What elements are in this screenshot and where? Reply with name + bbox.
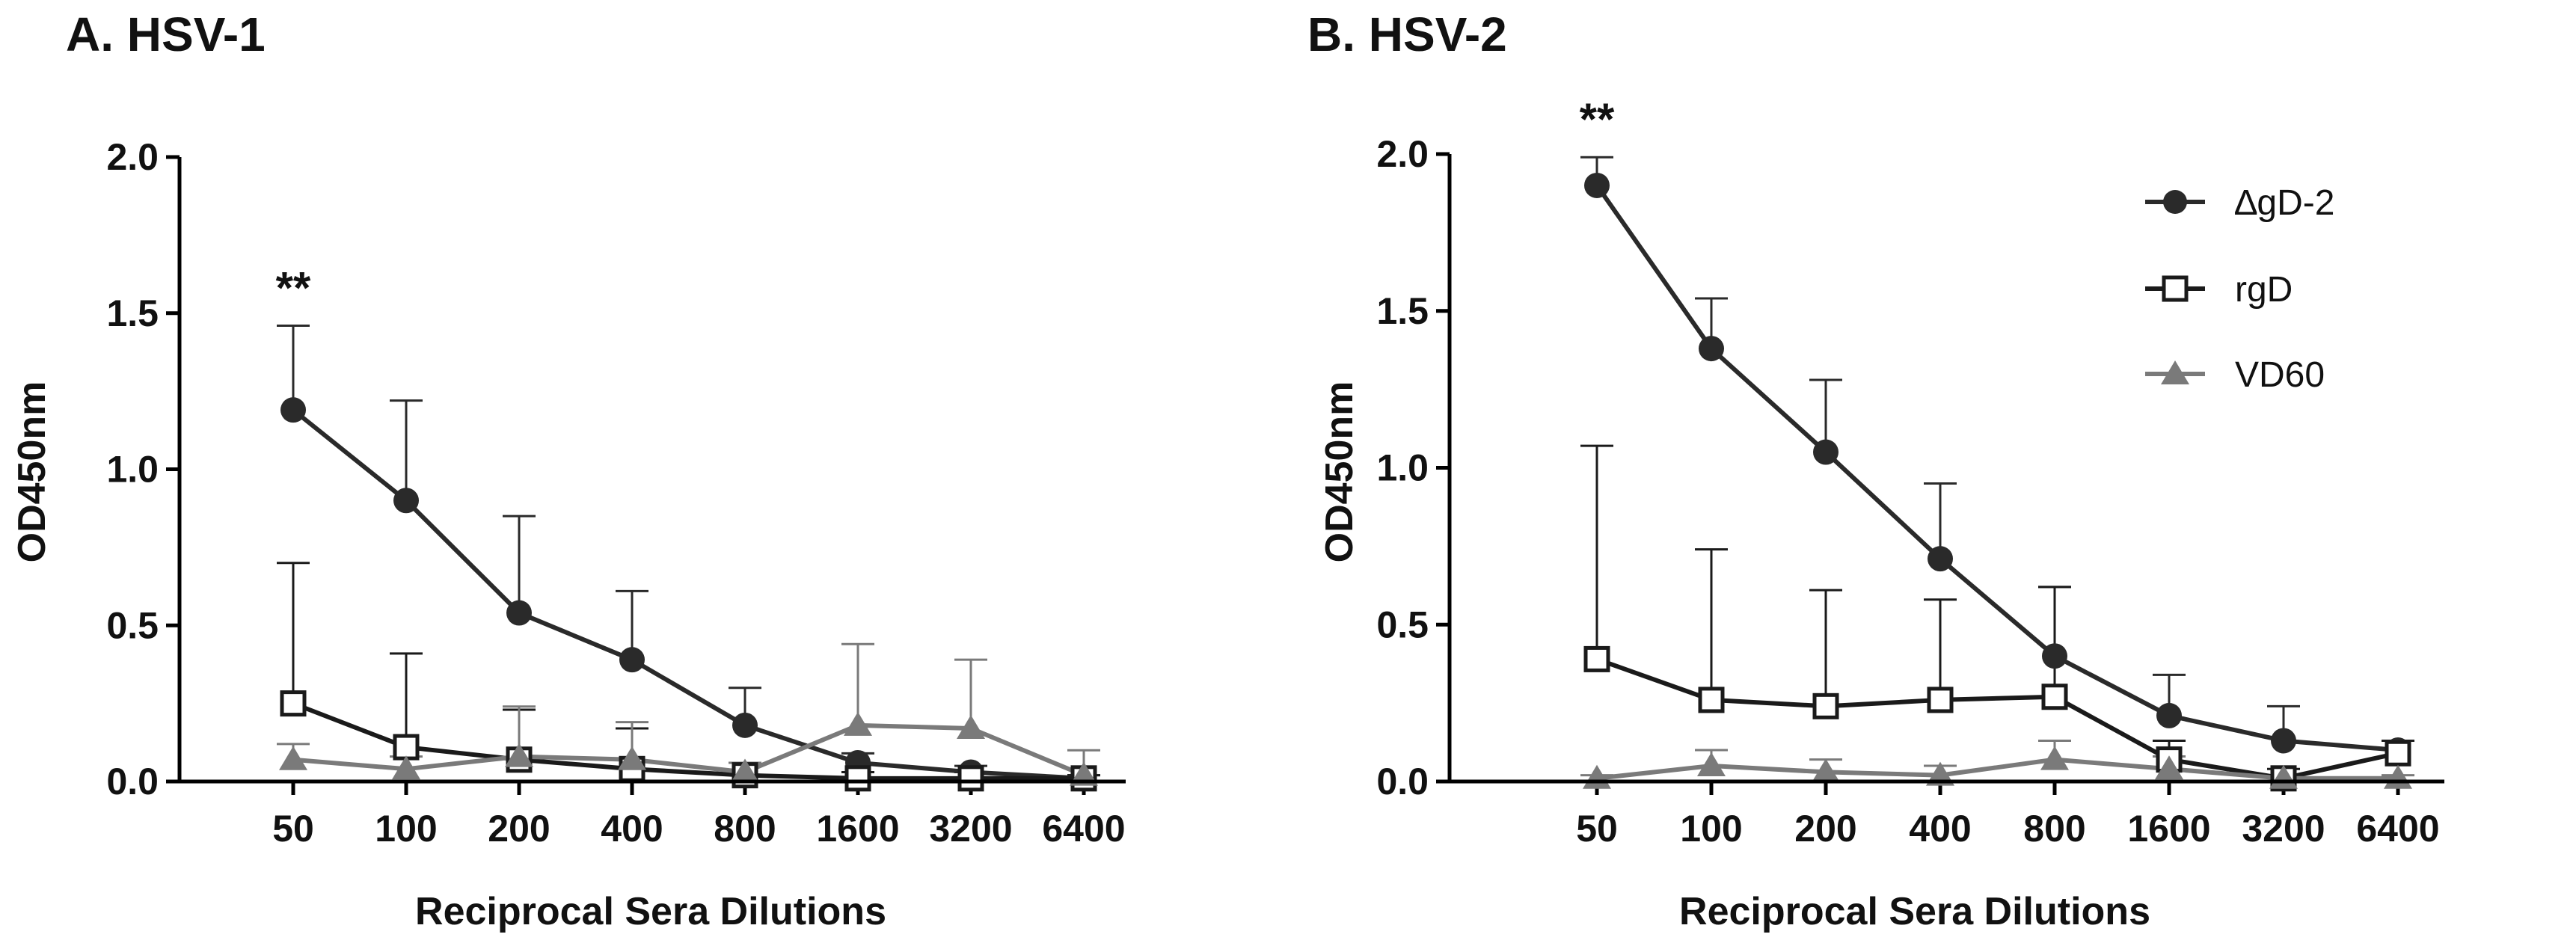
panel-b-significance: ** xyxy=(1580,94,1615,144)
panel-b-point-dgd2 xyxy=(2271,728,2296,754)
panel-b-xtick-label: 6400 xyxy=(2356,808,2439,850)
panel-b-point-rgd xyxy=(1927,687,1954,713)
panel-a-xtick-label: 1600 xyxy=(816,808,899,850)
panel-b-point-dgd2 xyxy=(2042,643,2067,669)
panel-a-point-vd60 xyxy=(957,715,985,740)
panel-b-ytick-label: 0.5 xyxy=(1376,604,1429,645)
panel-a-point-dgd2 xyxy=(280,397,306,423)
panel-a-ytick-label: 2.0 xyxy=(106,136,159,178)
panel-b-point-vd60 xyxy=(2040,746,2069,770)
panel-a-point-rgd xyxy=(280,690,307,717)
panel-a-point-dgd2 xyxy=(732,712,758,738)
panel-a-line-rgd xyxy=(292,701,1084,781)
panel-a-point-dgd2 xyxy=(506,600,532,626)
panel-a-point-vd60 xyxy=(731,758,759,783)
panel-a-xtick-label: 800 xyxy=(714,808,776,850)
panel-b-point-rgd xyxy=(1583,645,1610,672)
panel-a-xtick-label: 6400 xyxy=(1042,808,1125,850)
panel-a-xtick-label: 200 xyxy=(488,808,550,850)
panel-a-ytick-label: 1.0 xyxy=(106,449,159,491)
panel-a-point-dgd2 xyxy=(393,488,419,514)
panel-b-point-rgd xyxy=(1698,687,1725,713)
panel-a-xtick-label: 100 xyxy=(375,808,437,850)
legend-item-dgd2: ∆gD-2 xyxy=(2145,183,2334,223)
panel-a-point-vd60 xyxy=(618,746,646,770)
legend-marker-square xyxy=(2162,275,2189,302)
panel-a-point-vd60 xyxy=(844,711,872,736)
panel-b-xlabel: Reciprocal Sera Dilutions xyxy=(1679,890,2150,933)
panel-b-point-vd60 xyxy=(1812,758,1840,783)
panel-b-point-rgd xyxy=(2385,740,2411,767)
panel-a-point-rgd xyxy=(957,765,984,792)
panel-b-xtick-label: 100 xyxy=(1680,808,1742,850)
panel-b-xtick-label: 200 xyxy=(1794,808,1856,850)
panel-b-point-vd60 xyxy=(2155,755,2183,780)
panel-b-xtick-label: 400 xyxy=(1909,808,1971,850)
legend-label-rgd: rgD xyxy=(2235,270,2293,310)
panel-b-ytick-label: 2.0 xyxy=(1376,133,1429,175)
panel-b-point-dgd2 xyxy=(1584,172,1610,198)
panel-b-ytick-label: 1.5 xyxy=(1376,290,1429,332)
panel-a-hsv1: A. HSV-1 OD450nm Reciprocal Sera Dilutio… xyxy=(10,7,1126,933)
panel-b-point-rgd xyxy=(2041,684,2068,710)
panel-a-point-rgd xyxy=(844,765,871,792)
panel-b-point-dgd2 xyxy=(1813,439,1839,465)
panel-b-point-dgd2 xyxy=(1928,546,1953,572)
panel-a-xlabel: Reciprocal Sera Dilutions xyxy=(415,890,886,933)
panel-b-ylabel: OD450nm xyxy=(1318,381,1361,563)
panel-a-point-vd60 xyxy=(392,755,420,780)
panel-a-line-dgd2 xyxy=(292,408,1085,781)
panel-a-xtick-label: 50 xyxy=(272,808,314,850)
panel-a-xtick-label: 400 xyxy=(601,808,663,850)
panel-b-ytick-label: 1.0 xyxy=(1376,447,1429,489)
panel-a-line-vd60 xyxy=(292,722,1085,778)
panel-a-point-vd60 xyxy=(279,746,307,770)
panel-a-ytick-label: 0.5 xyxy=(106,604,159,646)
panel-b-title: B. HSV-2 xyxy=(1307,7,1507,61)
panel-b-point-dgd2 xyxy=(2156,702,2182,728)
panel-a-ytick-label: 0.0 xyxy=(106,761,159,802)
legend-item-rgd: rgD xyxy=(2145,270,2293,310)
legend-marker-circle xyxy=(2163,190,2187,214)
legend-label-vd60: VD60 xyxy=(2235,355,2325,395)
panel-b-line-rgd xyxy=(1595,657,2399,781)
panel-b-xtick-label: 1600 xyxy=(2127,808,2210,850)
legend: ∆gD-2 rgD VD60 xyxy=(2145,183,2334,395)
panel-b-axes xyxy=(1447,154,2444,784)
panel-b-point-rgd xyxy=(1812,692,1839,719)
panel-b-xtick-label: 50 xyxy=(1576,808,1618,850)
panel-a-xtick-label: 3200 xyxy=(929,808,1012,850)
panel-b-xtick-label: 800 xyxy=(2023,808,2085,850)
panel-a-axes xyxy=(177,157,1126,784)
panel-b-point-vd60 xyxy=(1697,752,1726,777)
panel-b-ytick-label: 0.0 xyxy=(1376,761,1429,802)
panel-b-hsv2: B. HSV-2 OD450nm Reciprocal Sera Dilutio… xyxy=(1307,7,2444,933)
panel-b-line-vd60 xyxy=(1596,757,2398,781)
panel-b-xtick-label: 3200 xyxy=(2242,808,2325,850)
panel-a-point-dgd2 xyxy=(619,647,645,673)
panel-a-significance: ** xyxy=(276,262,311,313)
legend-label-dgd2: ∆gD-2 xyxy=(2235,183,2334,223)
panel-a-ytick-label: 1.5 xyxy=(106,292,159,334)
panel-b-point-dgd2 xyxy=(1699,336,1724,362)
legend-marker-triangle xyxy=(2161,360,2189,384)
panel-a-ylabel: OD450nm xyxy=(10,381,54,563)
panel-a-title: A. HSV-1 xyxy=(66,7,266,61)
legend-item-vd60: VD60 xyxy=(2145,355,2325,395)
panel-a-point-vd60 xyxy=(505,743,533,767)
panel-a-point-rgd xyxy=(393,734,420,761)
panel-b-line-dgd2 xyxy=(1595,184,2399,753)
